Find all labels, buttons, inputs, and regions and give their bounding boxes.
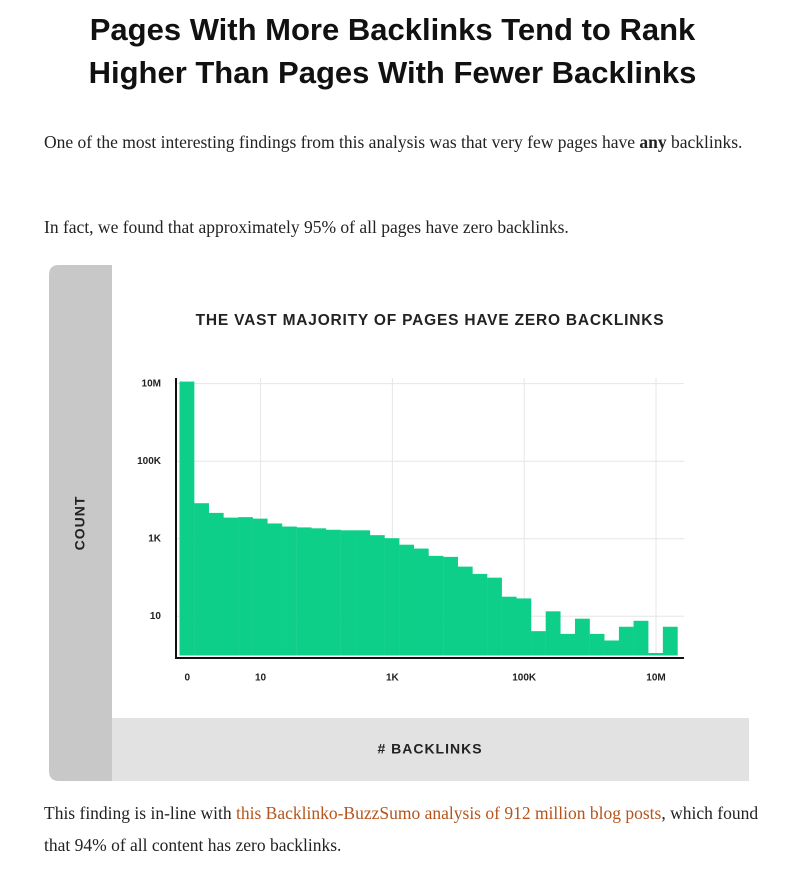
bar — [282, 526, 297, 656]
bar — [325, 529, 341, 656]
text: backlinks. — [666, 132, 743, 152]
bar — [399, 544, 415, 656]
bar — [296, 527, 312, 656]
bar — [267, 523, 283, 656]
bar — [355, 530, 371, 656]
y-label-strip — [49, 265, 112, 781]
chart-title: THE VAST MAJORITY OF PAGES HAVE ZERO BAC… — [196, 312, 665, 329]
x-label-strip — [112, 718, 749, 781]
bar — [516, 598, 532, 656]
bar — [574, 618, 590, 656]
bar — [443, 556, 458, 656]
heading-line: Higher Than Pages With Fewer Backlinks — [88, 55, 697, 90]
bar — [648, 653, 664, 656]
x-tick-label: 10M — [646, 673, 665, 684]
x-tick-label: 100K — [512, 673, 537, 684]
text: In fact, we found that approximately 95%… — [44, 217, 569, 237]
bar — [428, 555, 444, 656]
x-axis-label: # BACKLINKS — [377, 741, 482, 757]
bar — [413, 548, 429, 656]
bar — [208, 512, 224, 656]
paragraph: One of the most interesting findings fro… — [44, 126, 759, 158]
text: One of the most interesting findings fro… — [44, 132, 640, 152]
heading: Pages With More Backlinks Tend to Rank Hi… — [0, 8, 785, 94]
paragraph: In fact, we found that approximately 95%… — [44, 211, 759, 243]
bar — [545, 611, 561, 656]
bar — [633, 620, 649, 656]
bar — [340, 530, 356, 656]
bar — [589, 633, 605, 656]
bar — [531, 631, 546, 656]
y-tick-label: 10M — [142, 378, 161, 389]
bar — [311, 528, 327, 656]
y-tick-label: 100K — [137, 456, 162, 467]
bar — [604, 640, 620, 656]
text: , which found that 94% of all content ha… — [44, 803, 759, 855]
bar — [472, 573, 488, 656]
bar — [457, 566, 473, 656]
heading-line: Pages With More Backlinks Tend to Rank — [89, 12, 696, 47]
bar — [252, 518, 268, 656]
x-tick-label: 1K — [386, 673, 400, 684]
y-tick-label: 1K — [148, 533, 162, 544]
y-tick-label: 10 — [150, 611, 162, 622]
bar — [384, 538, 400, 656]
bar — [662, 626, 678, 656]
bar — [238, 517, 253, 656]
x-tick-label: 10 — [255, 673, 267, 684]
x-tick-label: 0 — [185, 673, 191, 684]
text: This finding is in-line with — [44, 803, 237, 823]
bar — [223, 517, 239, 656]
bar — [618, 626, 634, 656]
paragraph: This finding is in-line with this Backli… — [44, 797, 759, 861]
bar — [179, 381, 195, 656]
bold-text: any — [639, 132, 667, 152]
bar — [487, 577, 502, 656]
link[interactable]: this Backlinko-BuzzSumo analysis of 912 … — [236, 803, 662, 823]
bar — [194, 503, 209, 656]
bar — [369, 535, 385, 656]
y-axis-label: COUNT — [72, 496, 88, 551]
bar — [501, 596, 517, 656]
bar — [560, 633, 576, 656]
